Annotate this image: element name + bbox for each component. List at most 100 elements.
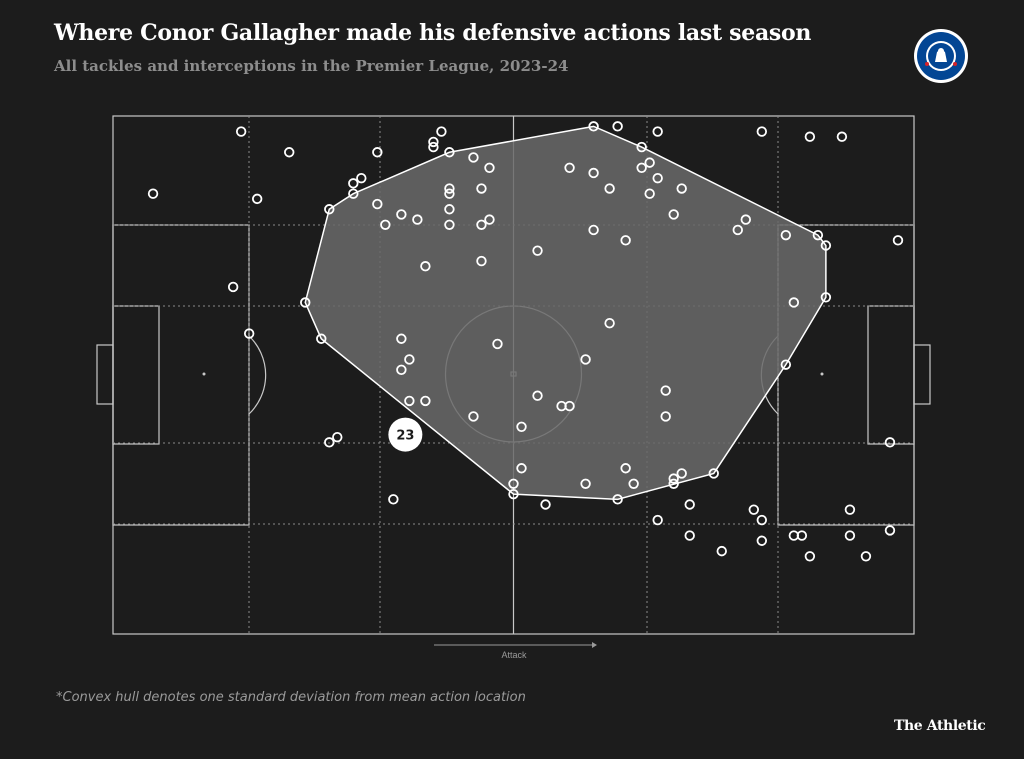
left-goal — [96, 344, 114, 405]
action-point — [388, 494, 399, 505]
action-point — [476, 255, 487, 267]
action-point — [892, 235, 904, 246]
action-point — [788, 297, 800, 308]
action-point — [652, 126, 663, 137]
action-point — [796, 530, 808, 541]
action-point — [644, 188, 655, 199]
action-point — [836, 131, 848, 142]
action-point — [588, 121, 599, 132]
action-point — [732, 224, 743, 236]
action-point — [284, 147, 295, 158]
action-point — [708, 468, 719, 479]
action-point — [756, 126, 768, 137]
action-point — [243, 328, 255, 339]
action-point — [660, 411, 671, 422]
action-point — [660, 385, 671, 396]
brand-logo: The Athletic — [894, 718, 986, 734]
player-average-marker — [388, 417, 423, 452]
action-point — [740, 214, 751, 225]
action-point — [396, 333, 407, 344]
action-point — [532, 245, 543, 256]
right-penalty-spot — [820, 372, 824, 376]
page-title: Where Conor Gallagher made his defensive… — [54, 20, 812, 46]
left-six-yard-box — [112, 305, 160, 445]
action-point — [540, 499, 551, 510]
action-point — [652, 172, 663, 184]
action-point — [748, 504, 760, 515]
action-point — [468, 152, 479, 163]
action-point — [332, 431, 343, 443]
action-point — [676, 468, 687, 479]
action-point — [404, 395, 415, 407]
action-point — [820, 240, 832, 251]
player-number-label: 23 — [396, 429, 414, 444]
action-point — [147, 188, 159, 199]
action-point — [444, 204, 455, 215]
left-penalty-arc — [248, 335, 267, 415]
action-point — [604, 183, 615, 194]
action-point — [588, 224, 599, 236]
action-point — [612, 121, 623, 132]
action-point — [404, 354, 415, 365]
action-point — [444, 219, 455, 230]
action-point — [812, 229, 824, 241]
action-point — [884, 525, 896, 536]
action-point — [844, 530, 856, 541]
action-point — [468, 411, 479, 422]
action-point — [227, 281, 239, 293]
action-point — [532, 390, 543, 401]
action-point — [516, 421, 527, 433]
page-subtitle: All tackles and interceptions in the Pre… — [54, 57, 569, 75]
action-point — [348, 188, 359, 199]
action-point — [580, 478, 591, 489]
action-point — [444, 183, 455, 194]
chelsea-crest-icon — [914, 29, 968, 83]
action-point — [476, 219, 487, 230]
action-point — [564, 162, 575, 174]
action-point — [516, 463, 527, 474]
left-penalty-area — [112, 224, 250, 526]
action-point — [844, 504, 856, 515]
action-point — [324, 204, 335, 215]
action-point — [428, 141, 439, 153]
left-penalty-spot — [202, 372, 206, 376]
action-point — [804, 131, 816, 142]
action-point — [420, 261, 431, 272]
action-point — [604, 318, 615, 329]
action-point — [860, 551, 872, 562]
action-point — [780, 229, 792, 241]
action-point — [588, 167, 599, 179]
action-point — [436, 126, 447, 137]
action-point — [484, 162, 495, 174]
action-point — [884, 437, 896, 448]
action-point — [251, 193, 263, 205]
action-point — [508, 478, 519, 489]
action-point — [420, 395, 431, 407]
action-point — [628, 478, 639, 489]
action-point — [636, 141, 647, 153]
action-point — [612, 494, 623, 505]
action-point — [372, 198, 383, 210]
action-point — [235, 126, 247, 137]
action-point — [780, 359, 792, 370]
action-point — [620, 463, 631, 474]
action-point — [564, 400, 575, 412]
action-point — [396, 364, 407, 376]
action-point — [324, 437, 335, 448]
action-point — [716, 545, 727, 557]
action-point — [316, 333, 327, 344]
action-point — [300, 297, 311, 308]
right-six-yard-box — [867, 305, 915, 445]
action-point — [348, 178, 359, 189]
right-goal — [913, 344, 931, 405]
convex-hull — [304, 125, 827, 501]
action-point — [820, 292, 832, 303]
action-point — [756, 535, 768, 546]
action-point — [492, 338, 503, 350]
action-point — [476, 183, 487, 194]
action-point — [444, 188, 455, 199]
action-point — [684, 530, 695, 541]
action-point — [676, 183, 687, 194]
attack-arrow: Attack — [434, 642, 597, 660]
